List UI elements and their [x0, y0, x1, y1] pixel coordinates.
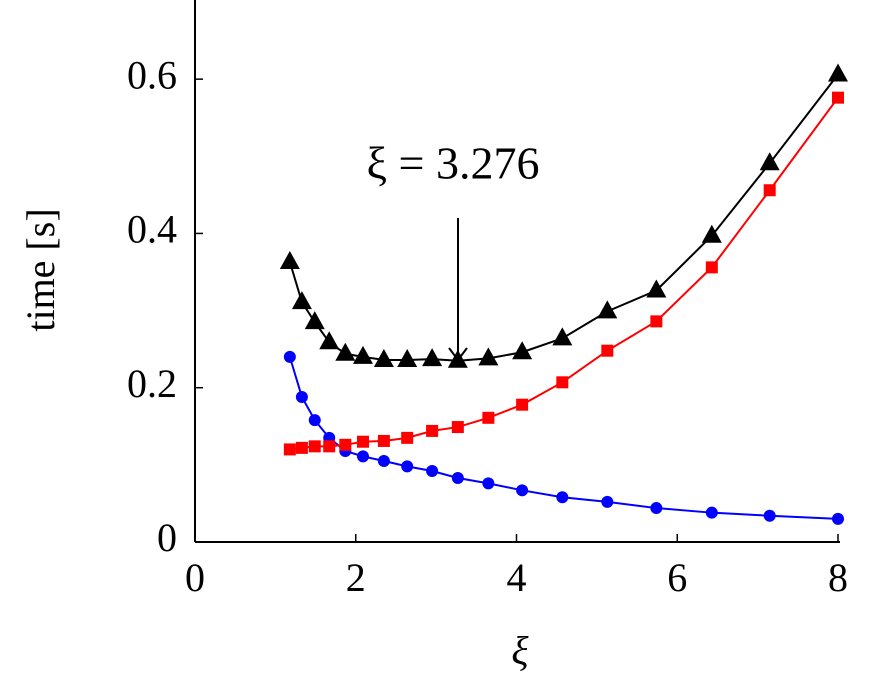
point [556, 376, 569, 389]
point [705, 506, 718, 519]
point [283, 350, 296, 363]
point [451, 421, 464, 434]
x-tick-label: 8 [828, 555, 848, 600]
point [650, 315, 663, 328]
point [832, 91, 844, 104]
x-tick-label: 6 [667, 555, 687, 600]
y-tick-label: 0.4 [127, 207, 177, 252]
point [319, 331, 340, 350]
x-tick-label: 4 [507, 555, 527, 600]
point [352, 345, 373, 364]
point [516, 398, 529, 411]
y-axis-label: time [s] [18, 208, 63, 331]
point [401, 460, 414, 473]
y-tick-label: 0.6 [127, 52, 177, 97]
point [556, 491, 569, 504]
point [597, 300, 618, 319]
point [601, 495, 614, 508]
point [447, 349, 468, 368]
point [401, 431, 414, 444]
x-axis-label: ξ [511, 628, 529, 673]
point [279, 250, 300, 269]
point [705, 261, 718, 274]
point [482, 477, 495, 490]
point [552, 327, 573, 346]
y-tick-label: 0.2 [127, 361, 177, 406]
point [304, 311, 325, 330]
series-line [288, 73, 839, 362]
y-tick-label: 0 [157, 515, 177, 560]
point [283, 443, 296, 456]
point [512, 341, 533, 360]
point [701, 224, 722, 243]
point [759, 152, 780, 171]
point [426, 424, 439, 437]
annotation: ξ = 3.276 [367, 138, 540, 189]
point [516, 484, 529, 497]
point [482, 411, 495, 424]
point [828, 63, 848, 82]
point [308, 414, 321, 427]
point [763, 184, 776, 197]
point [422, 348, 443, 367]
point [335, 342, 356, 361]
x-tick-label: 0 [185, 555, 205, 600]
point [478, 347, 499, 366]
point [832, 512, 844, 525]
point [377, 434, 390, 447]
point [763, 509, 776, 522]
point [451, 471, 464, 484]
point [291, 291, 312, 310]
point [356, 435, 369, 448]
point [646, 279, 667, 298]
point [295, 390, 308, 403]
point [323, 440, 336, 453]
point [356, 450, 369, 463]
point [295, 441, 308, 454]
point [339, 438, 352, 451]
point [650, 502, 663, 515]
x-tick-label: 2 [346, 555, 366, 600]
point [397, 348, 418, 367]
point [377, 455, 390, 467]
point [426, 465, 439, 478]
point [308, 440, 321, 453]
point [601, 344, 614, 357]
point [373, 348, 394, 367]
